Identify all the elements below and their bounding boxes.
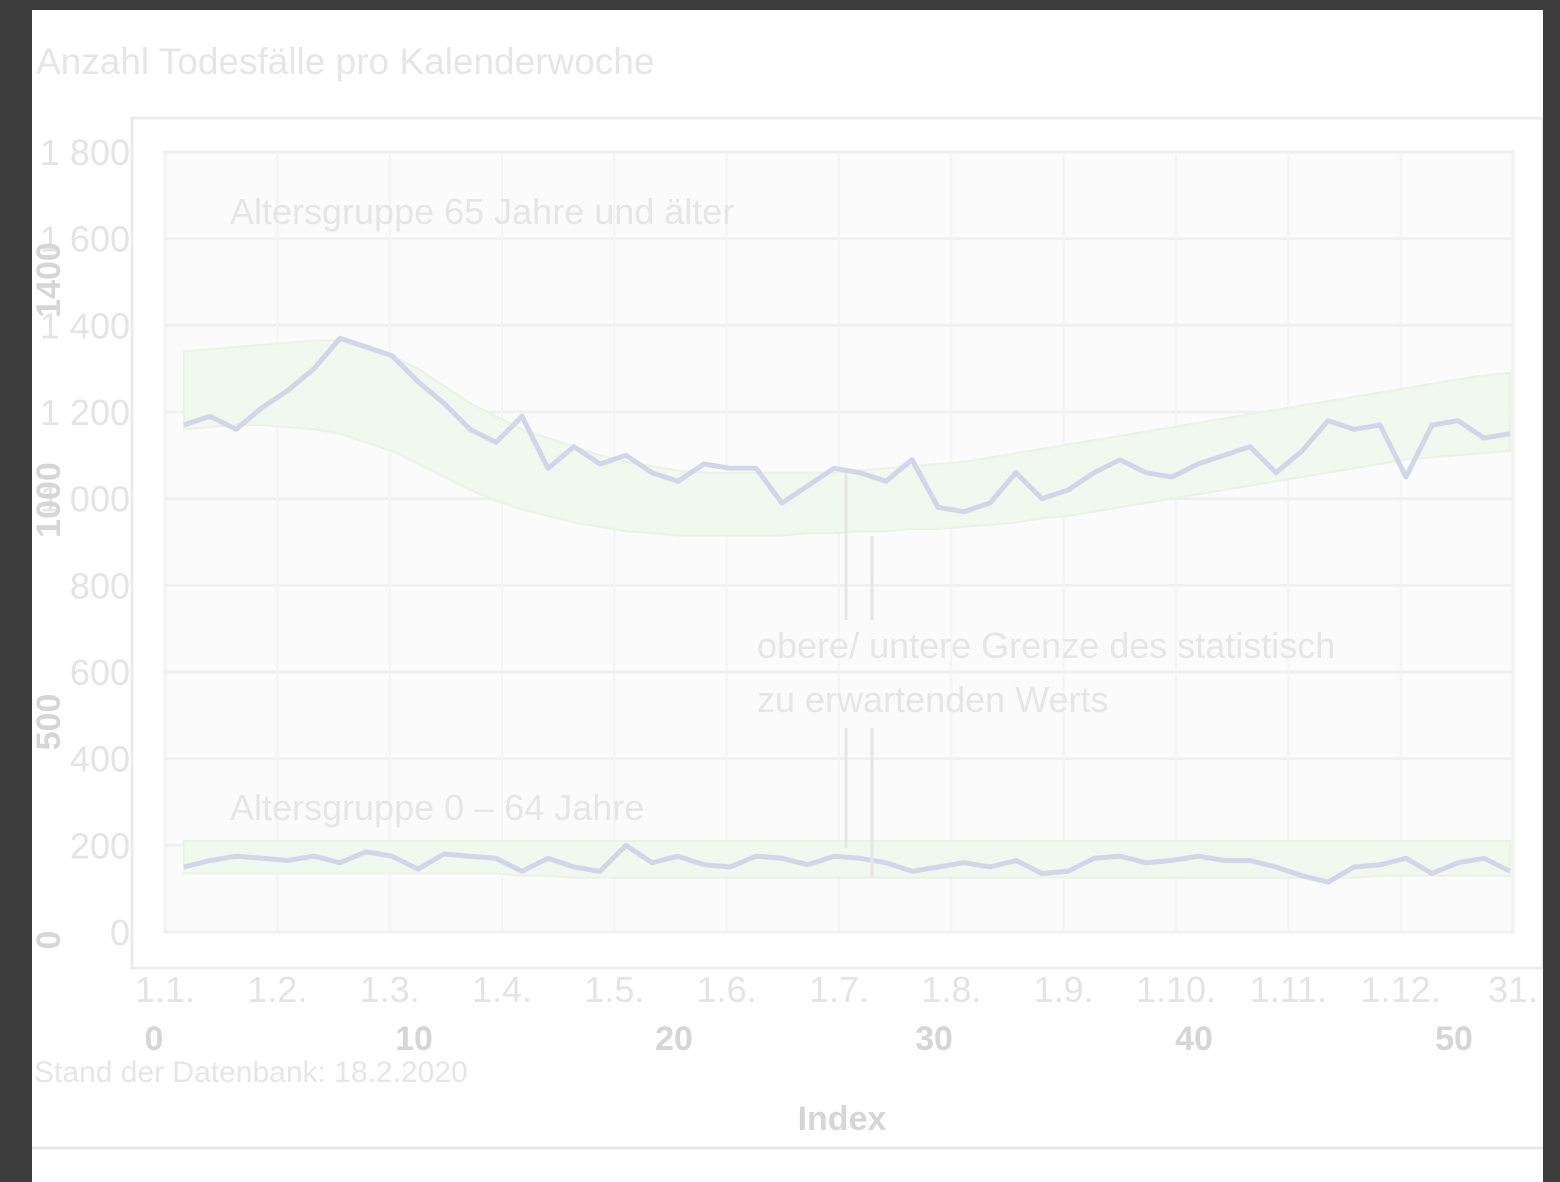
ghost-y-tick-label: 1000 <box>32 462 68 538</box>
x-tick-label: 1.6. <box>697 969 757 1010</box>
y-tick-label: 0 <box>110 912 130 953</box>
series-line-1 <box>183 842 1512 885</box>
y-tick-label: 600 <box>70 652 130 693</box>
x-tick-label: 1.8. <box>921 969 981 1010</box>
series-lines <box>183 335 1512 885</box>
annotation-group-0-64: Altersgruppe 0 – 64 Jahre <box>230 787 644 828</box>
chart-title: Anzahl Todesfälle pro Kalenderwoche <box>36 41 654 82</box>
y-tick-label: 200 <box>70 825 130 866</box>
annotation-group-65: Altersgruppe 65 Jahre und älter <box>230 191 734 232</box>
annotation-band-line1: obere/ untere Grenze des statistisch <box>757 625 1335 666</box>
y-tick-label: 1 000 <box>40 479 130 520</box>
ghost-y-tick-label: 1400 <box>32 242 68 318</box>
top-ruler <box>0 0 1560 10</box>
index-axis-ticks: 0 10 20 30 40 50 <box>145 1020 1473 1058</box>
ghost-y-ticks: 1400 1000 500 0 <box>32 242 68 949</box>
x-axis-ticks: 1.1. 1.2. 1.3. 1.4. 1.5. 1.6. 1.7. 1.8. 1.9. 1.10… <box>135 969 1538 1010</box>
annotation-band-line2: zu erwartenden Werts <box>757 679 1109 720</box>
y-tick-label: 1 800 <box>40 132 130 173</box>
x-tick-label: 1.12. <box>1361 969 1441 1010</box>
annotation-leader-lines <box>844 473 874 878</box>
x-tick-label: 31. <box>1488 969 1538 1010</box>
x-tick-label: 1.10. <box>1136 969 1216 1010</box>
footer-note: Stand der Datenbank: 18.2.2020 <box>34 1056 468 1089</box>
ghost-y-tick-label: 0 <box>32 931 68 950</box>
x-tick-label: 1.5. <box>584 969 644 1010</box>
chart-canvas: Anzahl Todesfälle pro Kalenderwoche 1 80… <box>32 10 1543 1182</box>
x-tick-label: 1.9. <box>1034 969 1094 1010</box>
x-tick-label: 1.1. <box>135 969 195 1010</box>
y-tick-label: 1 200 <box>40 392 130 433</box>
y-tick-label: 1 600 <box>40 219 130 260</box>
y-tick-label: 800 <box>70 565 130 606</box>
y-tick-label: 400 <box>70 739 130 780</box>
index-tick-label: 40 <box>1175 1020 1213 1058</box>
x-tick-label: 1.4. <box>472 969 532 1010</box>
index-tick-label: 50 <box>1435 1020 1473 1058</box>
ghost-y-tick-label: 500 <box>32 694 68 751</box>
index-tick-label: 30 <box>915 1020 953 1058</box>
chart-svg: Anzahl Todesfälle pro Kalenderwoche 1 80… <box>32 41 1543 1150</box>
y-axis-ticks: 1 800 1 600 1 400 1 200 1 000 800 600 400 200 0 <box>40 132 130 953</box>
chart-frame <box>130 116 1543 970</box>
index-tick-label: 20 <box>655 1020 693 1058</box>
x-tick-label: 1.2. <box>247 969 307 1010</box>
x-tick-label: 1.7. <box>809 969 869 1010</box>
x-axis-label: Index <box>798 1100 887 1138</box>
series-line-0 <box>183 335 1511 515</box>
x-tick-label: 1.3. <box>360 969 420 1010</box>
index-tick-label: 10 <box>395 1020 433 1058</box>
y-tick-label: 1 400 <box>40 305 130 346</box>
index-tick-label: 0 <box>145 1020 164 1058</box>
x-tick-label: 1.11. <box>1250 969 1327 1010</box>
